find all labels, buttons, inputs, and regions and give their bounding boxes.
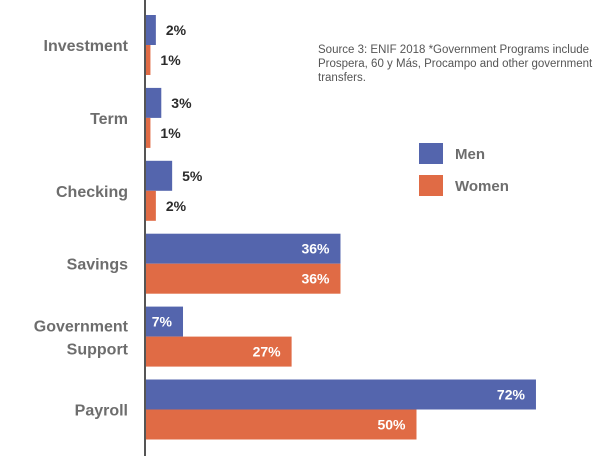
bar-women-checking [145,191,156,221]
value-label-men-payroll: 72% [497,387,526,403]
category-label-investment: Investment [44,38,129,55]
legend-label-men: Men [455,146,485,163]
bar-women-payroll [145,410,417,440]
bar-men-investment [145,15,156,45]
category-label-savings: Savings [67,257,128,274]
category-label-government-support: Government Support [34,319,129,359]
legend-swatch-men [419,143,443,164]
value-label-women-checking: 2% [166,198,187,214]
value-label-men-government-support: 7% [152,314,173,330]
value-label-women-government-support: 27% [253,344,282,360]
bar-men-term [145,88,161,118]
source-note: Source 3: ENIF 2018 *Government Programs… [318,43,600,85]
bar-men-payroll [145,380,536,410]
value-label-men-investment: 2% [166,22,187,38]
category-label-checking: Checking [56,184,128,201]
value-label-men-savings: 36% [301,241,330,257]
value-label-women-payroll: 50% [377,417,406,433]
value-label-women-investment: 1% [160,52,181,68]
legend-swatch-women [419,175,443,196]
legend-label-women: Women [455,178,509,195]
value-label-women-term: 1% [160,125,181,141]
value-label-men-checking: 5% [182,168,203,184]
value-label-women-savings: 36% [301,271,330,287]
category-label-term: Term [90,111,128,128]
bar-men-checking [145,161,172,191]
category-label-payroll: Payroll [75,403,128,420]
value-label-men-term: 3% [171,95,192,111]
